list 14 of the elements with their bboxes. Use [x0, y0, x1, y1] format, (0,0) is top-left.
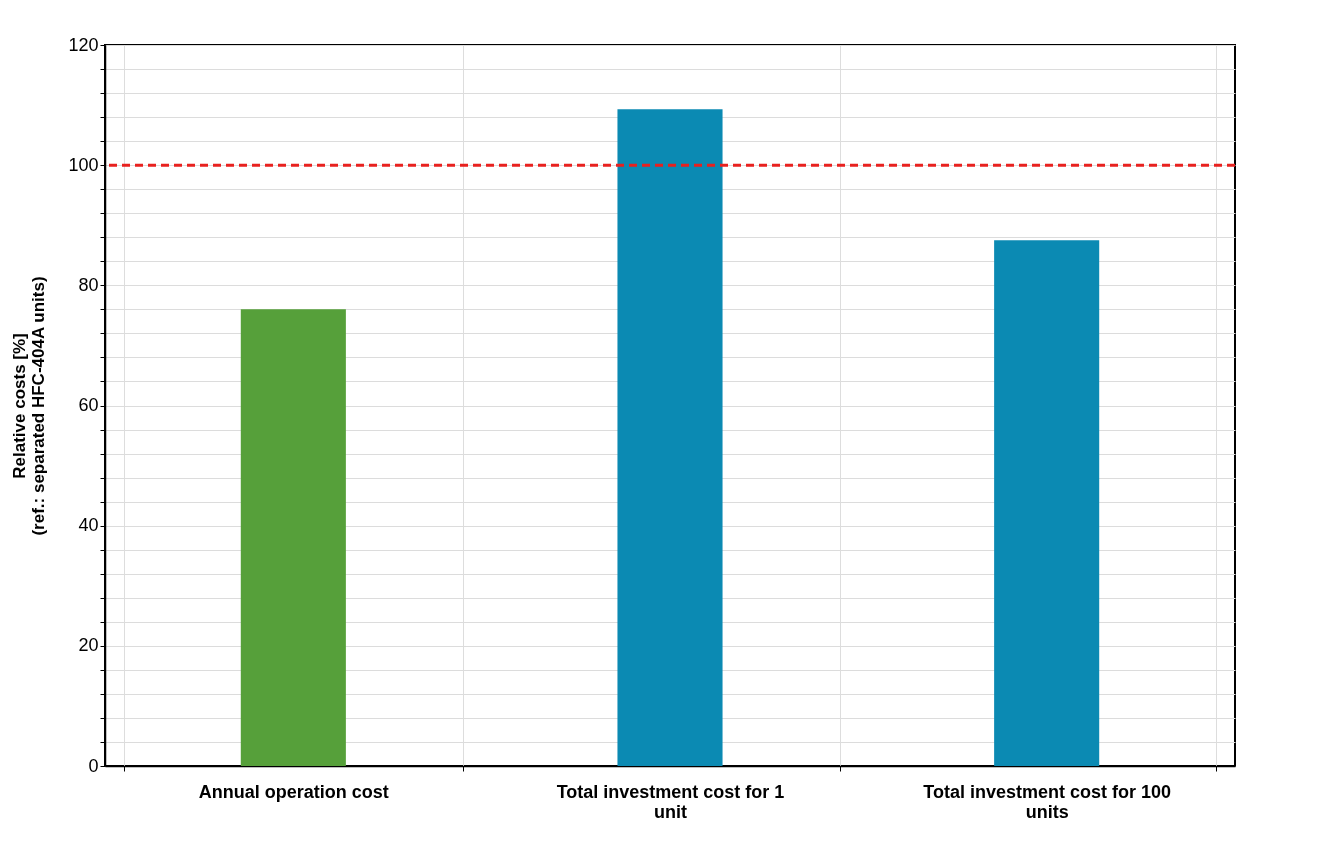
y-tick-label: 100	[68, 154, 99, 175]
y-tick-label: 60	[78, 395, 99, 415]
y-tick-label: 80	[78, 274, 99, 295]
y-axis-title: Relative costs [%] (ref.: separated HFC-404A units)	[10, 276, 49, 536]
bar	[994, 240, 1100, 766]
x-tick-label: Annual operation cost	[198, 781, 389, 802]
x-tick-label: Total investment cost for 1 unit	[556, 781, 785, 822]
bar	[240, 309, 346, 766]
y-tick-label: 20	[78, 635, 99, 656]
x-tick-label: Total investment cost for 100 units	[923, 781, 1172, 822]
y-tick-label: 40	[78, 515, 99, 536]
y-tick-label: 0	[88, 755, 99, 776]
bar	[617, 109, 723, 766]
y-tick-label: 120	[68, 34, 99, 55]
